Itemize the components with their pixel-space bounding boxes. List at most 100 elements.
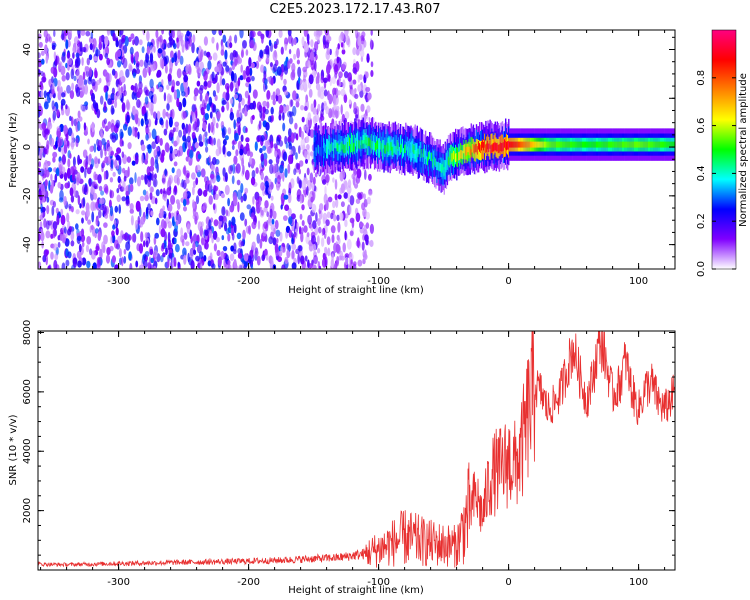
- noise-cell: [109, 177, 114, 183]
- noise-cell: [225, 228, 230, 235]
- noise-cell: [295, 162, 299, 170]
- noise-cell: [351, 89, 355, 97]
- noise-cell: [58, 197, 64, 203]
- noise-cell: [94, 67, 98, 79]
- noise-cell: [210, 164, 215, 172]
- ridge-cell: [521, 141, 523, 148]
- ridge-cell: [470, 137, 472, 157]
- noise-cell: [89, 43, 93, 51]
- ridge-cell: [367, 137, 370, 147]
- noise-cell: [42, 173, 46, 179]
- noise-cell: [98, 53, 103, 61]
- noise-cell: [299, 213, 303, 220]
- noise-cell: [145, 152, 149, 161]
- noise-cell: [251, 221, 257, 230]
- noise-cell: [153, 173, 157, 180]
- noise-cell: [189, 248, 194, 260]
- ridge-cell: [619, 141, 621, 148]
- noise-cell: [41, 76, 47, 83]
- noise-cell: [356, 237, 360, 249]
- noise-cell: [259, 110, 263, 119]
- ridge-cell: [528, 141, 531, 148]
- ridge-cell: [613, 141, 615, 148]
- noise-cell: [52, 151, 58, 158]
- noise-cell: [163, 194, 167, 202]
- ridge-cell: [391, 146, 393, 156]
- noise-cell: [132, 72, 136, 79]
- noise-cell: [211, 71, 215, 82]
- noise-cell: [361, 31, 366, 38]
- noise-cell: [159, 137, 163, 146]
- noise-cell: [46, 196, 50, 203]
- noise-cell: [345, 35, 350, 46]
- snr-y-tick-label: 2000: [22, 498, 33, 523]
- ridge-cell: [503, 139, 506, 148]
- noise-cell: [222, 246, 228, 252]
- noise-cell: [150, 210, 154, 217]
- noise-cell: [116, 188, 120, 194]
- noise-cell: [322, 35, 326, 45]
- noise-cell: [167, 231, 171, 243]
- noise-cell: [198, 251, 204, 260]
- colorbar-tick-label: 0.8: [696, 70, 707, 86]
- noise-cell: [228, 165, 233, 175]
- noise-cell: [262, 152, 268, 161]
- ridge-cell: [507, 141, 509, 150]
- noise-cell: [233, 259, 237, 268]
- ridge-cell: [467, 143, 469, 153]
- snr-x-tick-label: -200: [237, 577, 260, 588]
- noise-cell: [218, 146, 222, 155]
- ridge-cell: [393, 144, 396, 153]
- ridge-cell: [387, 143, 389, 152]
- noise-cell: [265, 30, 270, 38]
- noise-cell: [331, 76, 336, 85]
- noise-cell: [252, 89, 258, 99]
- noise-cell: [145, 110, 149, 119]
- ridge-cell: [532, 141, 534, 148]
- ridge-cell: [542, 141, 544, 148]
- noise-cell: [77, 235, 82, 241]
- ridge-cell: [345, 144, 348, 153]
- noise-cell: [340, 104, 343, 115]
- ridge-cell: [466, 146, 468, 156]
- noise-cell: [352, 47, 357, 56]
- ridge-cell: [574, 141, 576, 148]
- noise-cell: [268, 39, 272, 47]
- ridge-cell: [418, 145, 420, 155]
- ridge-cell: [584, 141, 586, 148]
- ridge-cell: [477, 141, 480, 150]
- ridge-cell: [540, 141, 542, 148]
- noise-cell: [225, 91, 230, 102]
- noise-cell: [288, 116, 294, 125]
- spectrogram-x-tick-label: -100: [367, 276, 390, 287]
- noise-cell: [266, 211, 270, 218]
- noise-cell: [67, 30, 73, 39]
- noise-cell: [322, 179, 327, 185]
- noise-cell: [300, 227, 304, 235]
- noise-cell: [166, 84, 170, 91]
- ridge-cell: [633, 141, 636, 148]
- ridge-cell: [404, 144, 406, 154]
- noise-cell: [110, 150, 114, 156]
- noise-cell: [270, 224, 276, 232]
- noise-cell: [229, 253, 235, 261]
- noise-cell: [121, 167, 126, 174]
- noise-cell: [291, 62, 296, 73]
- ridge-cell: [489, 140, 491, 160]
- noise-cell: [235, 163, 241, 174]
- noise-cell: [62, 51, 66, 57]
- ridge-cell: [361, 140, 363, 149]
- ridge-cell: [494, 141, 496, 151]
- noise-cell: [231, 61, 236, 71]
- noise-cell: [349, 217, 355, 224]
- noise-cell: [268, 159, 273, 165]
- noise-cell: [69, 115, 72, 121]
- noise-cell: [328, 36, 332, 42]
- noise-cell: [81, 217, 84, 224]
- noise-cell: [81, 241, 85, 248]
- ridge-cell: [432, 149, 434, 169]
- ridge-cell: [349, 137, 351, 146]
- noise-cell: [188, 160, 193, 166]
- noise-cell: [210, 121, 214, 133]
- noise-cell: [57, 90, 62, 101]
